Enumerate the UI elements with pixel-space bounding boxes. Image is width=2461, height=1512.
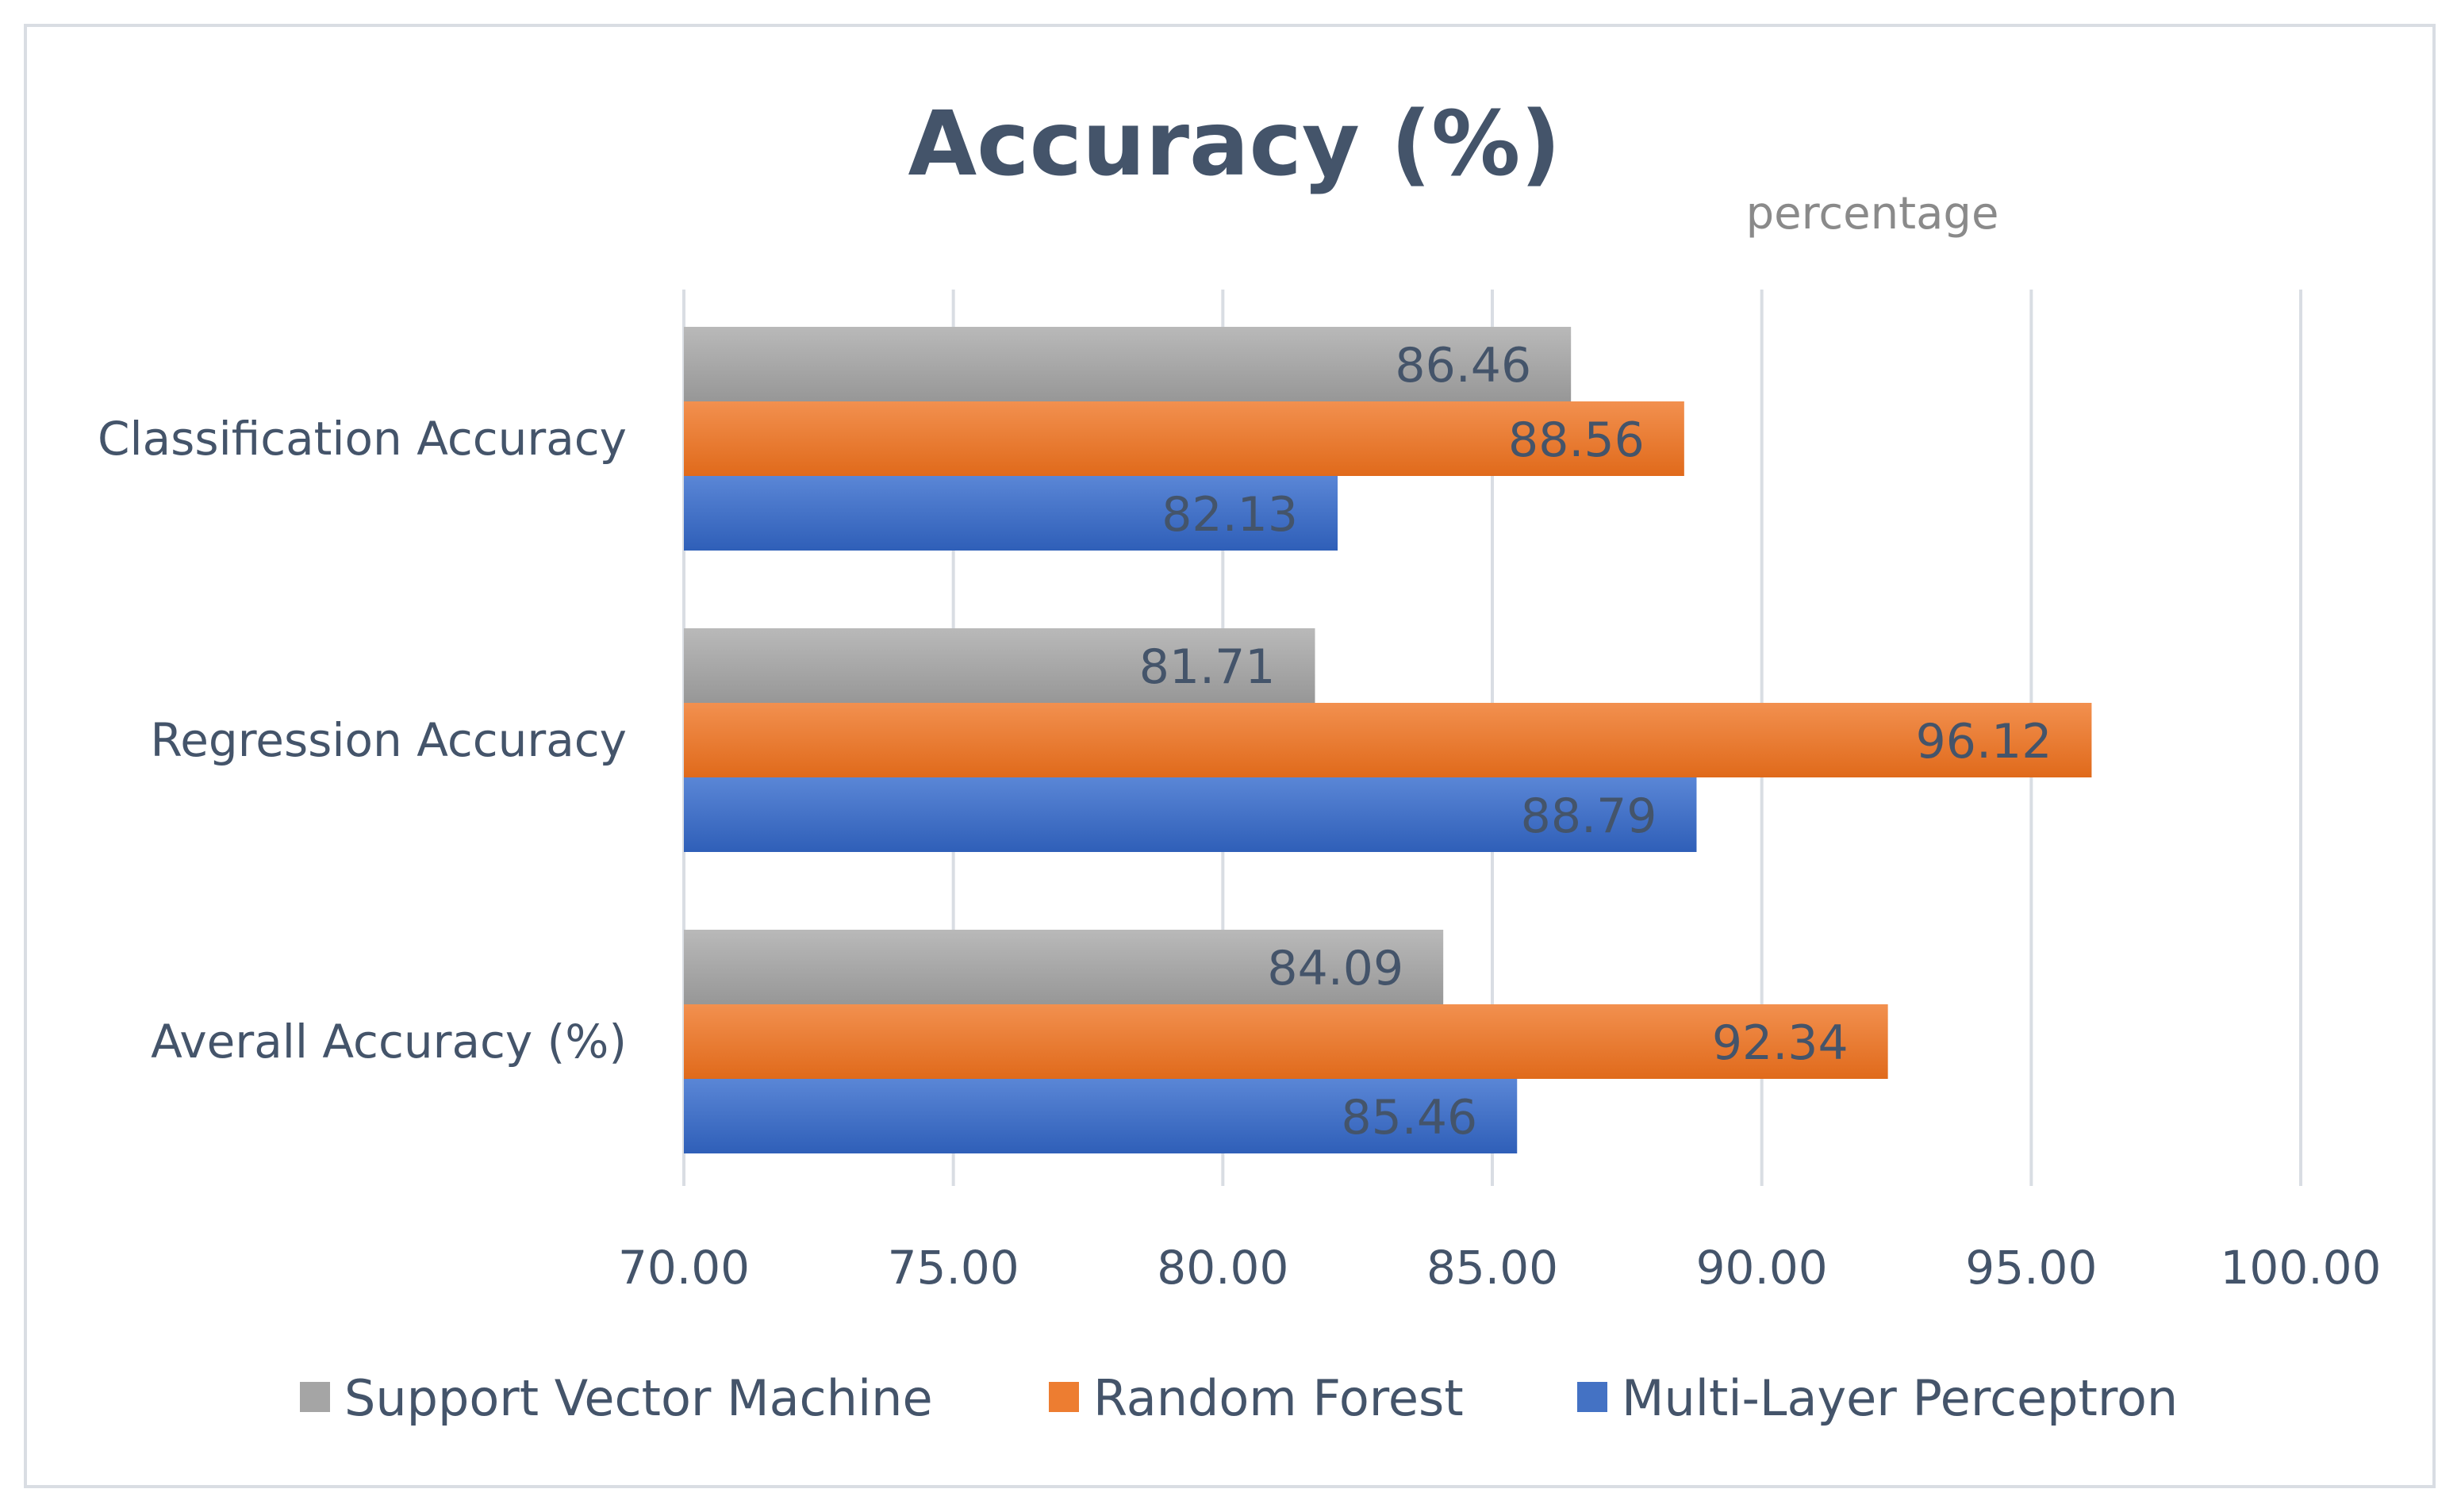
data-label: 96.12 <box>1916 714 2052 769</box>
x-tick-label: 70.00 <box>618 1241 750 1295</box>
legend: Support Vector Machine Random Forest Multi… <box>300 1369 2178 1427</box>
data-label: 86.46 <box>1395 338 1531 393</box>
data-label: 92.34 <box>1712 1015 1849 1071</box>
x-axis-tick-labels: 70.00 75.00 80.00 85.00 90.00 95.00 100.00 <box>618 1241 2382 1295</box>
data-labels: 86.46 88.56 82.13 81.71 96.12 88.79 84.09 92.34… <box>1139 338 2052 1146</box>
bar <box>684 930 1444 1004</box>
legend-swatch <box>1049 1382 1079 1412</box>
legend-label: Support Vector Machine <box>344 1369 933 1427</box>
chart-title: Accuracy (%) <box>908 93 1561 196</box>
bar <box>684 628 1315 703</box>
bar <box>684 401 1684 476</box>
x-tick-label: 100.00 <box>2221 1241 2382 1295</box>
chart-subtitle: percentage <box>1746 188 1999 240</box>
x-tick-label: 85.00 <box>1426 1241 1558 1295</box>
x-tick-label: 95.00 <box>1965 1241 2097 1295</box>
x-tick-label: 90.00 <box>1696 1241 1828 1295</box>
legend-swatch <box>300 1382 330 1412</box>
data-label: 88.56 <box>1508 413 1645 468</box>
bar <box>684 476 1338 551</box>
category-label: Averall Accuracy (%) <box>151 1015 627 1069</box>
bars <box>684 327 2092 1153</box>
bar <box>684 327 1572 401</box>
category-label: Classification Accuracy <box>98 412 627 466</box>
bar <box>684 703 2092 777</box>
category-label: Regression Accuracy <box>151 713 627 767</box>
category-labels: Classification Accuracy Regression Accura… <box>98 412 627 1069</box>
data-label: 82.13 <box>1161 487 1298 543</box>
legend-swatch <box>1577 1382 1607 1412</box>
bar <box>684 1079 1518 1153</box>
bar <box>684 1004 1888 1079</box>
bar <box>684 777 1697 852</box>
x-tick-label: 75.00 <box>888 1241 1019 1295</box>
data-label: 81.71 <box>1139 639 1276 695</box>
data-label: 85.46 <box>1341 1090 1477 1146</box>
data-label: 88.79 <box>1521 789 1657 844</box>
data-label: 84.09 <box>1267 941 1403 996</box>
x-tick-label: 80.00 <box>1157 1241 1288 1295</box>
legend-label: Multi-Layer Perceptron <box>1622 1369 2178 1427</box>
legend-label: Random Forest <box>1093 1369 1464 1427</box>
